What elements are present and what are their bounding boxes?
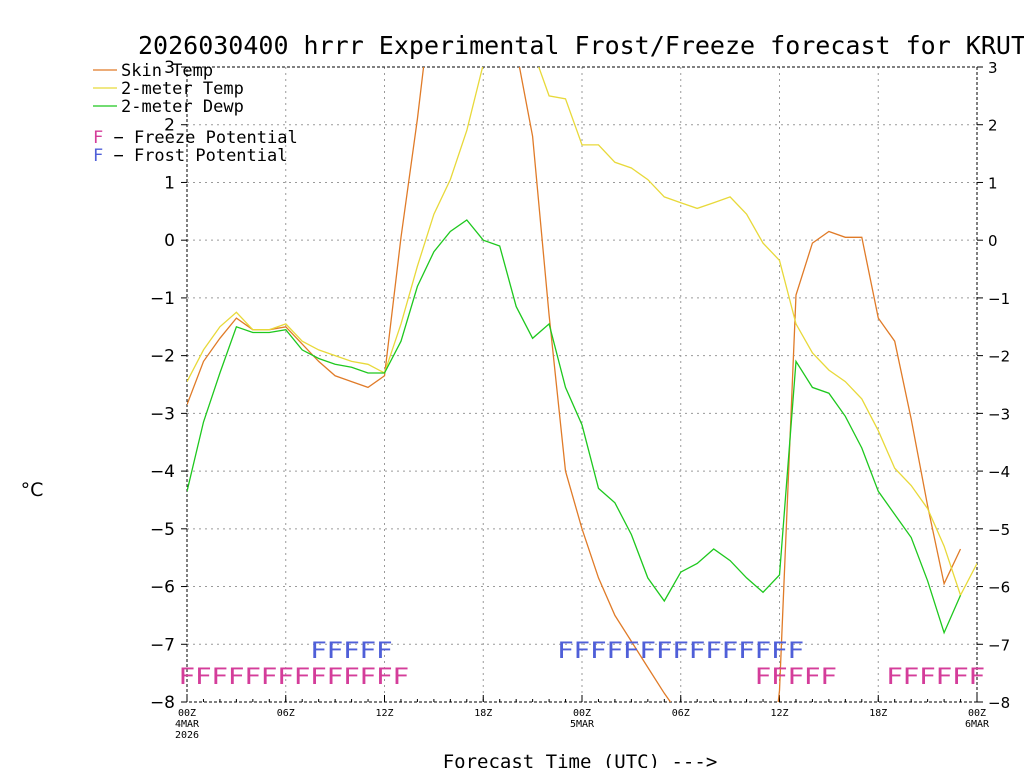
axes: 3 3 2 2 1 1 0 0 −1 −1 −2 −2 −3 −3 −4 −4 −5 −5 −6 −6 −7 −7 −8 −8…	[150, 58, 1010, 741]
series-line-skin-temp	[187, 67, 962, 702]
legend-flag-key: F − Frost Potential	[93, 146, 287, 166]
y-tick-label-right: −5	[988, 521, 1010, 539]
freeze-flag-run: FFFFFFFFFFFFFF	[179, 665, 409, 690]
y-tick-label-right: −6	[988, 579, 1010, 597]
x-tick-label: 00Z	[178, 708, 196, 719]
y-tick-label-right: −2	[988, 348, 1010, 366]
legend-flag-text: − Freeze Potential	[103, 128, 297, 148]
x-tick-label: 00Z	[573, 708, 591, 719]
x-tick-label: 12Z	[375, 708, 393, 719]
y-axis-label: °C	[21, 479, 44, 501]
y-tick-label-left: −4	[150, 462, 175, 482]
freeze-flag-run: FFFFF	[755, 665, 837, 690]
x-tick-label: 4MAR	[175, 719, 200, 730]
frost-flag-run: FFFFFFFFFFFFFFF	[557, 639, 804, 664]
x-axis-label: Forecast Time (UTC) --->	[443, 751, 718, 768]
legend-flag-symbol: F	[93, 128, 103, 148]
x-tick-label: 00Z	[968, 708, 986, 719]
legend-label: 2-meter Temp	[121, 79, 244, 99]
x-tick-label: 18Z	[474, 708, 492, 719]
y-tick-label-left: −3	[150, 404, 175, 424]
x-tick-label: 18Z	[869, 708, 887, 719]
series-line-2-meter-temp	[187, 67, 977, 597]
y-tick-label-left: −6	[150, 578, 175, 598]
y-tick-label-left: 2	[164, 116, 175, 136]
legend-flag-key: F − Freeze Potential	[93, 128, 298, 148]
y-tick-label-right: −1	[988, 290, 1010, 308]
y-tick-label-right: 1	[988, 174, 998, 192]
frost-flag-run: FFFFF	[310, 639, 392, 664]
x-tick-label: 12Z	[770, 708, 788, 719]
x-tick-label: 5MAR	[570, 719, 595, 730]
x-tick-label: 6MAR	[965, 719, 990, 730]
x-tick-label: 06Z	[672, 708, 690, 719]
y-tick-label-left: −2	[150, 347, 175, 367]
y-tick-label-right: 0	[988, 232, 998, 250]
freeze-flag-run: FFFFFF	[886, 665, 985, 690]
series-line-2-meter-dewp	[187, 219, 962, 635]
x-tick-label: 2026	[175, 730, 199, 741]
y-tick-label-left: −5	[150, 520, 175, 540]
legend-label: 2-meter Dewp	[121, 97, 244, 117]
x-tick-label: 06Z	[277, 708, 295, 719]
y-tick-label-left: −7	[150, 635, 175, 655]
legend-flag-text: − Frost Potential	[103, 146, 287, 166]
y-tick-label-right: −3	[988, 405, 1010, 423]
plot-frame	[186, 66, 978, 703]
grid	[187, 67, 977, 702]
y-tick-label-left: 3	[164, 58, 175, 78]
y-tick-label-right: −7	[988, 636, 1010, 654]
legend-label: Skin Temp	[121, 61, 213, 81]
series-lines	[187, 67, 977, 702]
y-tick-label-left: −8	[150, 693, 175, 713]
y-tick-label-left: 1	[164, 173, 175, 193]
y-tick-label-right: −8	[988, 694, 1010, 712]
y-tick-label-right: 3	[988, 59, 998, 77]
y-tick-label-right: −4	[988, 463, 1010, 481]
chart-title: 2026030400 hrrr Experimental Frost/Freez…	[138, 31, 1024, 60]
y-tick-label-left: −1	[150, 289, 175, 309]
y-tick-label-right: 2	[988, 117, 998, 135]
y-tick-label-left: 0	[164, 231, 175, 251]
legend-flag-symbol: F	[93, 146, 103, 166]
